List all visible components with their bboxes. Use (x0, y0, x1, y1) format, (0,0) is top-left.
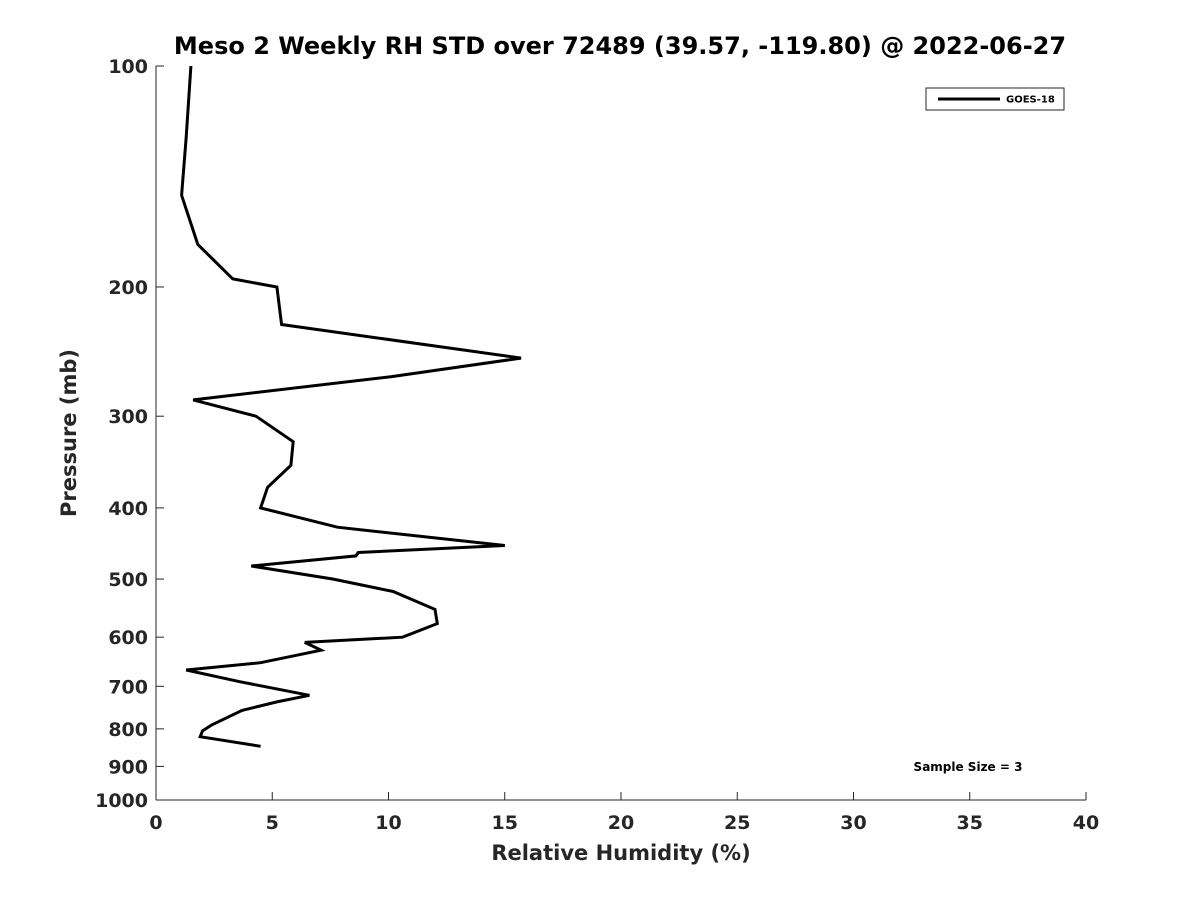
y-tick-label: 300 (108, 406, 148, 428)
y-tick-label: 100 (108, 56, 148, 78)
x-tick-label: 35 (957, 812, 983, 834)
sample-size-annotation: Sample Size = 3 (914, 760, 1023, 774)
chart-title: Meso 2 Weekly RH STD over 72489 (39.57, … (174, 32, 1066, 60)
x-tick-label: 30 (840, 812, 866, 834)
x-tick-label: 0 (149, 812, 162, 834)
x-tick-label: 5 (266, 812, 279, 834)
y-tick-label: 800 (108, 719, 148, 741)
series-layer (180, 65, 522, 748)
y-tick-label: 700 (108, 676, 148, 698)
y-axis-ticks: 100 200 300 400 500 600 700 800 900 1000 (95, 56, 164, 812)
legend: GOES-18 (925, 87, 1065, 111)
y-tick-label: 600 (108, 627, 148, 649)
axes-frame (155, 66, 1086, 801)
y-tick-label: 200 (108, 277, 148, 299)
x-tick-label: 10 (375, 812, 401, 834)
x-tick-label: 25 (724, 812, 750, 834)
y-tick-label: 500 (108, 569, 148, 591)
y-tick-label: 900 (108, 756, 148, 778)
x-axis-label: Relative Humidity (%) (491, 841, 750, 865)
y-tick-label: 1000 (95, 790, 148, 812)
y-tick-label: 400 (108, 498, 148, 520)
legend-label: GOES-18 (1006, 95, 1055, 106)
y-axis-label: Pressure (mb) (57, 349, 81, 517)
series-line-goes-18 (180, 65, 522, 748)
x-tick-label: 20 (608, 812, 634, 834)
x-tick-label: 15 (492, 812, 518, 834)
x-tick-label: 40 (1073, 812, 1099, 834)
x-axis-ticks: 0 5 10 15 20 25 30 35 40 (149, 792, 1099, 834)
